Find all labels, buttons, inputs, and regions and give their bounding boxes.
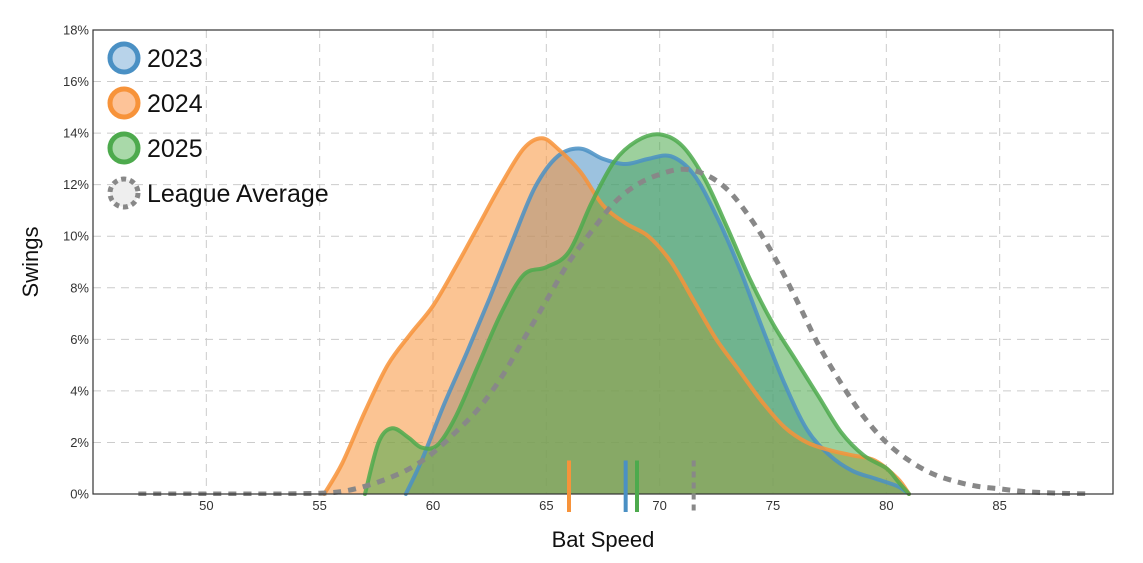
line-2024 <box>322 136 911 496</box>
x-tick-label-85: 85 <box>992 498 1006 513</box>
y-tick-label-6: 6% <box>70 332 89 347</box>
area-2025 <box>365 134 909 495</box>
y-axis-title: Swings <box>18 227 43 298</box>
x-tick-label-80: 80 <box>879 498 893 513</box>
legend-label-league-average: League Average <box>147 180 329 208</box>
legend-label-2023: 2023 <box>147 45 203 73</box>
x-axis-ticks: 50 55 60 65 70 75 80 85 <box>199 498 1007 513</box>
legend-item-2025: 2025 <box>107 131 203 165</box>
y-tick-label-14: 14% <box>63 126 89 141</box>
y-tick-label-10: 10% <box>63 229 89 244</box>
legend-swatch-2024 <box>107 86 141 120</box>
y-tick-label-0: 0% <box>70 487 89 502</box>
legend-swatch-2025 <box>107 131 141 165</box>
legend-label-2024: 2024 <box>147 90 203 118</box>
y-tick-label-4: 4% <box>70 383 89 398</box>
mean-markers <box>567 460 696 514</box>
line-league-average <box>138 166 1091 496</box>
y-tick-label-2: 2% <box>70 435 89 450</box>
series-areas <box>138 132 1091 496</box>
x-tick-label-70: 70 <box>652 498 666 513</box>
line-2025 <box>363 132 911 496</box>
line-2023 <box>403 146 911 496</box>
legend-label-2025: 2025 <box>147 135 203 163</box>
legend-item-2023: 2023 <box>107 41 203 75</box>
y-tick-label-12: 12% <box>63 177 89 192</box>
legend-swatch-league-average <box>107 176 141 210</box>
x-tick-label-60: 60 <box>426 498 440 513</box>
legend-swatch-2023 <box>107 41 141 75</box>
y-tick-label-8: 8% <box>70 280 89 295</box>
legend-item-league-average: League Average <box>107 176 329 210</box>
x-tick-label-65: 65 <box>539 498 553 513</box>
plot-frame <box>92 29 1114 495</box>
y-axis-ticks: 0% 2% 4% 6% 8% 10% 12% 14% 16% 18% <box>63 23 89 502</box>
y-tick-label-18: 18% <box>63 23 89 38</box>
x-tick-label-55: 55 <box>312 498 326 513</box>
legend-item-2024: 2024 <box>107 86 203 120</box>
x-tick-label-75: 75 <box>766 498 780 513</box>
x-tick-label-50: 50 <box>199 498 213 513</box>
legend: 2023 2024 2025 League Average <box>107 41 329 210</box>
y-tick-label-16: 16% <box>63 74 89 89</box>
x-axis-title: Bat Speed <box>552 527 655 552</box>
